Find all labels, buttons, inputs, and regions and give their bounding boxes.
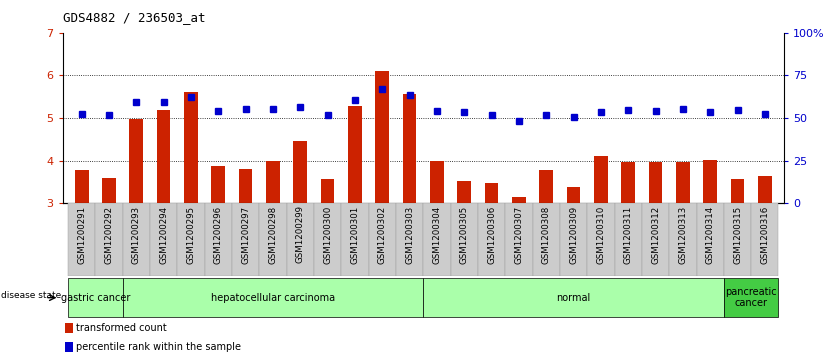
Text: GSM1200291: GSM1200291 [78, 205, 86, 264]
Text: GSM1200305: GSM1200305 [460, 205, 469, 264]
Text: GSM1200299: GSM1200299 [296, 205, 304, 264]
Bar [266, 162, 279, 203]
Bar [533, 203, 560, 276]
Bar [314, 203, 341, 276]
Bar [423, 278, 724, 317]
Bar [703, 160, 717, 203]
Text: GSM1200309: GSM1200309 [569, 205, 578, 264]
Bar [150, 203, 178, 276]
Bar [594, 155, 608, 203]
Bar [758, 176, 771, 203]
Text: pancreatic
cancer: pancreatic cancer [726, 287, 777, 309]
Bar [369, 203, 396, 276]
Bar [123, 203, 150, 276]
Bar [178, 203, 204, 276]
Bar [341, 203, 369, 276]
Text: GSM1200311: GSM1200311 [624, 205, 633, 264]
Text: GSM1200301: GSM1200301 [350, 205, 359, 264]
Text: GSM1200295: GSM1200295 [187, 205, 195, 264]
Text: GSM1200314: GSM1200314 [706, 205, 715, 264]
Text: GSM1200306: GSM1200306 [487, 205, 496, 264]
Text: transformed count: transformed count [76, 323, 167, 333]
Bar [649, 162, 662, 203]
Bar [348, 106, 362, 203]
Bar [204, 203, 232, 276]
Bar [294, 140, 307, 203]
Bar [669, 203, 696, 276]
Bar [103, 178, 116, 203]
Bar [68, 203, 95, 276]
Bar [485, 183, 499, 203]
Text: GSM1200310: GSM1200310 [596, 205, 605, 264]
Bar [724, 278, 778, 317]
Bar [232, 203, 259, 276]
Text: GSM1200303: GSM1200303 [405, 205, 414, 264]
Bar [396, 203, 423, 276]
Text: GSM1200300: GSM1200300 [323, 205, 332, 264]
Bar [259, 203, 287, 276]
Text: GSM1200316: GSM1200316 [761, 205, 769, 264]
Bar [430, 160, 444, 203]
Bar [512, 197, 525, 203]
Bar [567, 187, 580, 203]
Bar [621, 162, 635, 203]
Bar [457, 181, 471, 203]
Bar [68, 278, 123, 317]
Text: GSM1200293: GSM1200293 [132, 205, 141, 264]
Bar [123, 278, 423, 317]
Bar [478, 203, 505, 276]
Text: disease state: disease state [1, 291, 62, 300]
Bar [239, 169, 253, 203]
Text: GSM1200292: GSM1200292 [104, 205, 113, 264]
Bar [75, 170, 88, 203]
Text: GSM1200298: GSM1200298 [269, 205, 278, 264]
Text: GSM1200315: GSM1200315 [733, 205, 742, 264]
Text: GSM1200297: GSM1200297 [241, 205, 250, 264]
Bar [184, 91, 198, 203]
Text: GSM1200296: GSM1200296 [214, 205, 223, 264]
Bar [95, 203, 123, 276]
Bar [321, 179, 334, 203]
Text: GSM1200313: GSM1200313 [678, 205, 687, 264]
Bar [65, 323, 73, 333]
Bar [642, 203, 669, 276]
Bar [540, 171, 553, 203]
Text: hepatocellular carcinoma: hepatocellular carcinoma [211, 293, 335, 303]
Bar [696, 203, 724, 276]
Bar [505, 203, 533, 276]
Bar [724, 203, 751, 276]
Text: GDS4882 / 236503_at: GDS4882 / 236503_at [63, 11, 205, 24]
Bar [676, 162, 690, 203]
Bar [65, 342, 73, 352]
Bar [212, 166, 225, 203]
Bar [751, 203, 778, 276]
Bar [587, 203, 615, 276]
Bar [375, 71, 389, 203]
Text: GSM1200294: GSM1200294 [159, 205, 168, 264]
Bar [129, 119, 143, 203]
Text: GSM1200312: GSM1200312 [651, 205, 660, 264]
Text: GSM1200304: GSM1200304 [432, 205, 441, 264]
Bar [450, 203, 478, 276]
Bar [615, 203, 642, 276]
Text: GSM1200302: GSM1200302 [378, 205, 387, 264]
Text: GSM1200307: GSM1200307 [515, 205, 524, 264]
Bar [287, 203, 314, 276]
Bar [403, 94, 416, 203]
Text: GSM1200308: GSM1200308 [542, 205, 550, 264]
Bar [157, 110, 170, 203]
Bar [731, 179, 744, 203]
Bar [423, 203, 450, 276]
Text: normal: normal [556, 293, 590, 303]
Text: percentile rank within the sample: percentile rank within the sample [76, 342, 241, 352]
Bar [560, 203, 587, 276]
Text: gastric cancer: gastric cancer [61, 293, 130, 303]
